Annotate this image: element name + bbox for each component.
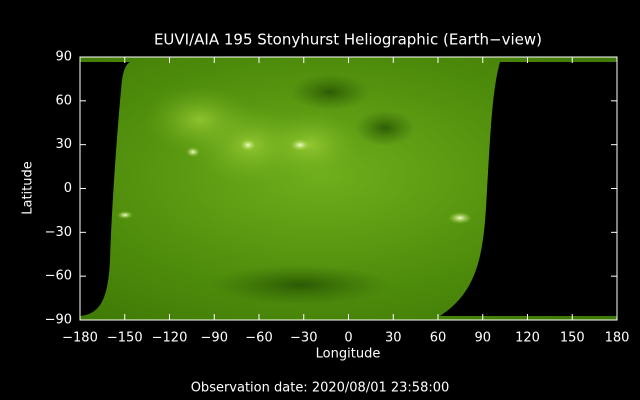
y-tick-label: 0 <box>64 181 72 196</box>
y-tick-label: 90 <box>55 50 72 65</box>
y-tick-label: −90 <box>45 313 72 328</box>
solar-map <box>80 57 617 320</box>
caption: Observation date: 2020/08/01 23:58:00 <box>191 381 450 396</box>
dark-region <box>355 110 415 146</box>
y-tick-label: 30 <box>55 137 72 152</box>
x-tick-label: −60 <box>245 331 272 346</box>
bright-spot <box>448 212 472 224</box>
bright-spot <box>186 147 200 157</box>
y-axis-label: Latitude <box>21 161 36 215</box>
x-tick-label: −120 <box>152 331 188 346</box>
bright-region <box>145 85 255 155</box>
y-tick-label: 60 <box>55 93 72 108</box>
bright-spot <box>290 139 310 151</box>
y-tick-label: −30 <box>45 225 72 240</box>
x-tick-label: 150 <box>560 331 585 346</box>
x-tick-label: −150 <box>107 331 143 346</box>
x-tick-label: 60 <box>430 331 447 346</box>
bright-spot <box>240 139 256 151</box>
dark-region <box>210 265 390 305</box>
x-tick-label: 90 <box>474 331 491 346</box>
x-tick-label: −180 <box>62 331 98 346</box>
x-tick-label: 30 <box>385 331 402 346</box>
chart-title: EUVI/AIA 195 Stonyhurst Heliographic (Ea… <box>154 31 542 49</box>
y-tick-label: −60 <box>45 269 72 284</box>
x-tick-label: −30 <box>290 331 317 346</box>
x-tick-label: −90 <box>201 331 228 346</box>
x-axis-label: Longitude <box>316 347 381 362</box>
dark-region <box>290 74 370 110</box>
x-tick-label: 180 <box>605 331 630 346</box>
x-tick-label: 0 <box>344 331 352 346</box>
bright-spot <box>117 211 133 219</box>
x-tick-label: 120 <box>515 331 540 346</box>
